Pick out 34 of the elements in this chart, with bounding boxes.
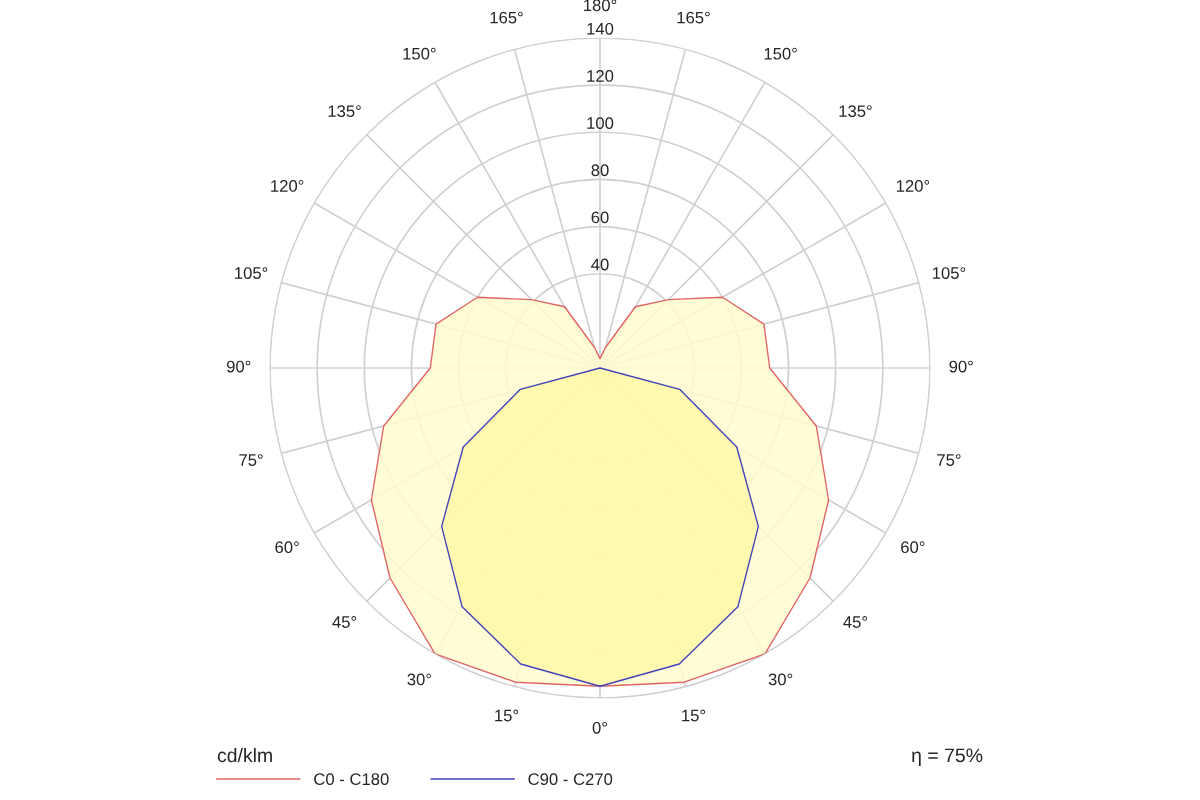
spoke-label: 150° <box>403 47 436 60</box>
spoke-label: 150° <box>764 47 797 60</box>
y-tick-label: 60 <box>591 211 609 224</box>
spoke-label: 60° <box>901 541 925 554</box>
spoke-label: 135° <box>328 105 361 118</box>
spoke-label: 105° <box>932 267 966 279</box>
y-tick-label: 120 <box>587 70 614 82</box>
spoke-label: 75° <box>239 454 263 466</box>
spoke-label: 120° <box>896 180 930 192</box>
y-tick-label: 80 <box>591 164 609 177</box>
spoke-label: 15° <box>495 709 519 722</box>
spoke-label: 120° <box>271 180 304 192</box>
spoke-label: 180° <box>584 0 617 12</box>
spoke-label: 60° <box>275 541 299 554</box>
y-tick-label: 140 <box>587 22 614 35</box>
spoke-label: 30° <box>768 673 793 686</box>
spoke-label: 165° <box>490 11 523 24</box>
spoke-label: 105° <box>235 267 268 279</box>
spoke-label: 75° <box>937 454 961 466</box>
y-tick-label: 40 <box>591 258 609 271</box>
text: cd/klm <box>217 747 272 763</box>
spoke-label: 0° <box>592 721 607 734</box>
spoke-label: 165° <box>677 11 710 24</box>
y-tick-label: 100 <box>587 117 614 129</box>
spoke-label: 135° <box>839 105 872 118</box>
spoke-label: 15° <box>682 709 706 722</box>
spoke-label: 90° <box>226 360 251 373</box>
legend-label: C90 - C270 <box>528 773 613 786</box>
spoke-label: 45° <box>843 616 868 628</box>
spoke-label: 30° <box>407 673 431 686</box>
text: η = 75% <box>912 748 983 767</box>
spoke-label: 45° <box>332 616 357 628</box>
legend-label: C0 - C180 <box>314 773 389 786</box>
spoke-label: 90° <box>949 360 973 373</box>
